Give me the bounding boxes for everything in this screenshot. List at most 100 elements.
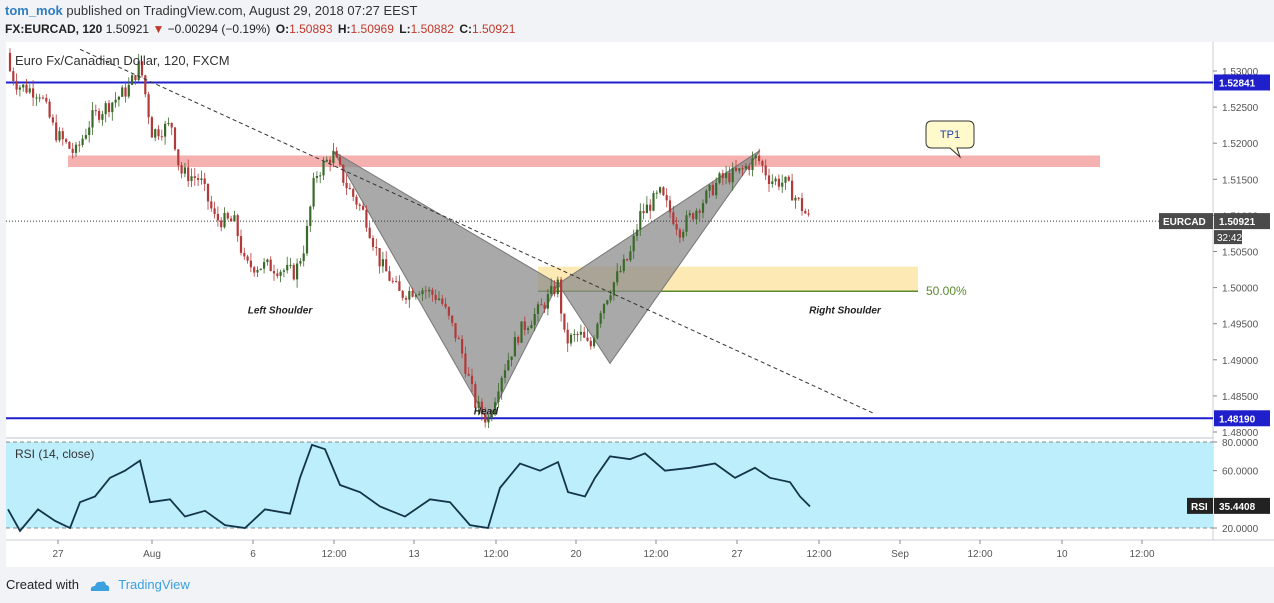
candle-up: [289, 264, 292, 266]
candle-down: [791, 180, 794, 201]
harmonic-pattern-triangle[interactable]: [332, 150, 559, 423]
tradingview-brand[interactable]: TradingView: [118, 577, 190, 592]
candle-down: [431, 289, 434, 295]
candle-up: [418, 294, 421, 296]
rsi-line[interactable]: [7, 443, 811, 533]
last-price-tag-label: 1.50921: [1219, 217, 1256, 228]
candle-down: [51, 117, 54, 123]
time-tick-label: 12:00: [967, 549, 992, 560]
candle-down: [626, 259, 629, 261]
candle-up: [154, 129, 157, 138]
candle-down: [692, 213, 695, 220]
price-tick-label: 1.48500: [1222, 392, 1259, 403]
candle-down: [345, 182, 348, 188]
candle-up: [58, 131, 61, 141]
candle-down: [134, 75, 137, 81]
candle-up: [596, 323, 599, 339]
time-tick-label: 12:00: [806, 549, 831, 560]
candle-down: [352, 189, 355, 197]
candle-down: [434, 294, 437, 300]
level-price-tag: [1214, 410, 1270, 427]
candle-down: [338, 157, 342, 165]
candle-down: [276, 273, 279, 276]
candle-down: [365, 209, 368, 228]
candle-up: [520, 321, 523, 343]
candle-up: [127, 84, 130, 97]
level-price-label: 1.48190: [1219, 414, 1256, 425]
candle-up: [774, 178, 777, 182]
candle-up: [497, 391, 500, 403]
symbol-tag-label: EURCAD: [1163, 217, 1206, 228]
candle-up: [527, 328, 530, 331]
candle-down: [711, 184, 714, 196]
candle-down: [675, 224, 678, 230]
candle-down: [424, 290, 427, 292]
price-scale[interactable]: [1213, 42, 1274, 540]
candle-down: [563, 313, 566, 330]
time-tick-label: 20: [570, 549, 582, 560]
candle-down: [728, 172, 731, 183]
candle-down: [193, 176, 196, 179]
candle-down: [236, 215, 239, 237]
candle-down: [272, 271, 276, 274]
candle-up: [754, 155, 757, 159]
candle-down: [668, 200, 672, 213]
tp1-callout[interactable]: [925, 120, 975, 159]
candle-down: [665, 195, 668, 201]
candle-down: [553, 286, 556, 295]
candle-down: [467, 373, 470, 376]
candle-up: [494, 402, 497, 414]
price-tick-label: 1.51500: [1222, 175, 1259, 186]
candle-down: [147, 94, 150, 118]
resistance-zone[interactable]: [68, 155, 1100, 168]
candle-down: [292, 264, 295, 280]
candle-down: [404, 297, 408, 300]
candle-down: [25, 84, 28, 93]
candle-up: [599, 313, 602, 324]
time-axis[interactable]: [6, 540, 1274, 567]
high-label: H:: [337, 22, 351, 36]
price-tick-label: 1.48000: [1222, 428, 1259, 439]
candle-down: [187, 167, 190, 182]
candle-up: [536, 304, 540, 314]
candle-down: [721, 173, 724, 179]
candle-up: [513, 337, 516, 357]
candle-down: [177, 149, 180, 166]
candle-down: [78, 144, 81, 146]
candle-up: [315, 176, 318, 178]
candle-up: [164, 123, 167, 137]
dashed-trendline[interactable]: [79, 48, 876, 415]
candle-up: [256, 269, 259, 273]
candle-down: [61, 131, 64, 140]
candle-up: [731, 167, 734, 183]
candle-up: [606, 300, 609, 305]
candle-down: [560, 279, 563, 314]
candle-up: [771, 181, 774, 185]
candle-down: [777, 178, 780, 187]
candle-down: [348, 187, 351, 190]
candle-up: [332, 150, 335, 164]
candle-down: [65, 139, 68, 142]
candle-down: [213, 208, 216, 214]
candle-down: [484, 414, 487, 423]
candle-down: [230, 218, 233, 222]
candle-down: [68, 141, 71, 149]
candle-up: [74, 144, 78, 153]
rsi-tick-label: 60.0000: [1222, 467, 1259, 478]
candle-up: [302, 253, 305, 262]
candle-up: [550, 286, 553, 295]
candle-up: [282, 270, 285, 272]
candle-up: [312, 177, 315, 207]
candle-up: [223, 212, 226, 228]
author-name[interactable]: tom_mok: [5, 3, 63, 18]
candle-down: [239, 236, 243, 253]
level-price-label: 1.52841: [1219, 78, 1256, 89]
harmonic-pattern-triangle[interactable]: [557, 150, 761, 365]
candle-up: [708, 184, 711, 191]
time-tick-label: 27: [52, 549, 64, 560]
price-pane[interactable]: [6, 42, 1213, 437]
candle-down: [210, 201, 213, 209]
candle-up: [259, 268, 262, 270]
candle-down: [216, 213, 219, 221]
